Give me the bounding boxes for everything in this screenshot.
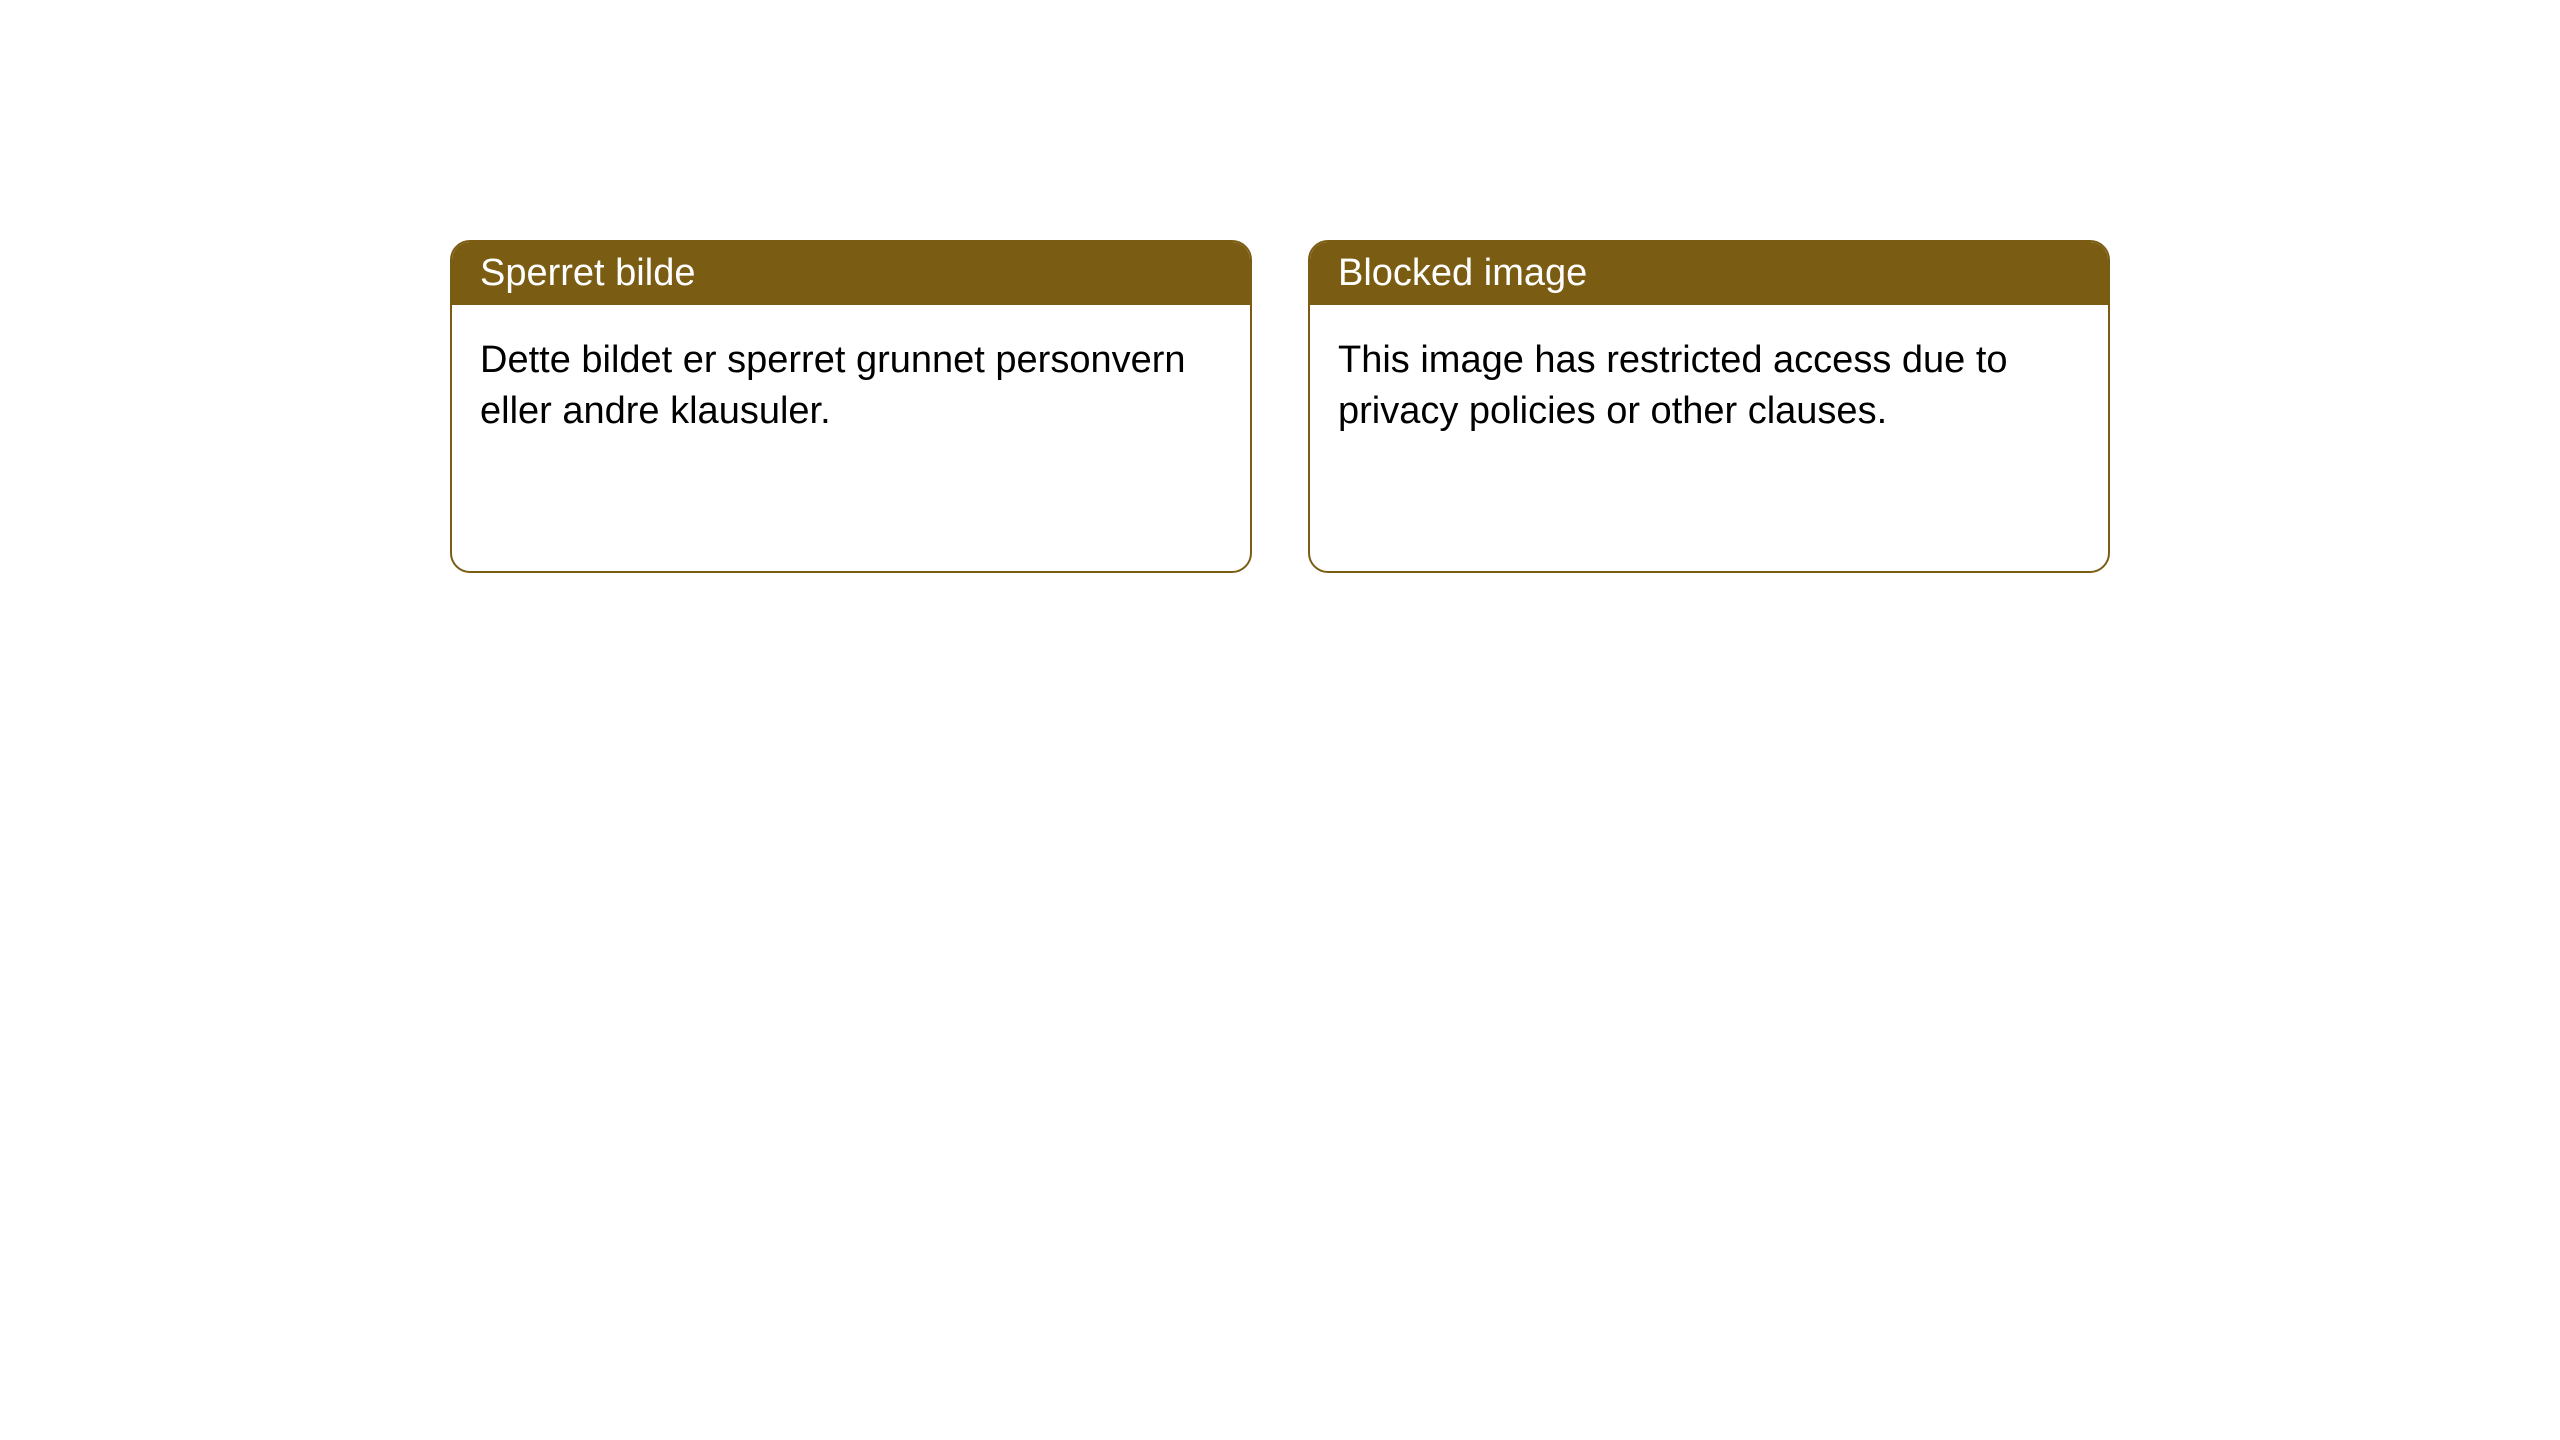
card-header: Sperret bilde [452, 242, 1250, 305]
notice-container: Sperret bilde Dette bildet er sperret gr… [0, 0, 2560, 573]
card-body-text: This image has restricted access due to … [1338, 339, 2008, 432]
card-body-text: Dette bildet er sperret grunnet personve… [480, 339, 1186, 432]
card-title: Blocked image [1338, 252, 1587, 294]
card-header: Blocked image [1310, 242, 2108, 305]
card-body: Dette bildet er sperret grunnet personve… [452, 305, 1250, 468]
blocked-image-card-en: Blocked image This image has restricted … [1308, 240, 2110, 573]
card-body: This image has restricted access due to … [1310, 305, 2108, 468]
card-title: Sperret bilde [480, 252, 695, 294]
blocked-image-card-no: Sperret bilde Dette bildet er sperret gr… [450, 240, 1252, 573]
